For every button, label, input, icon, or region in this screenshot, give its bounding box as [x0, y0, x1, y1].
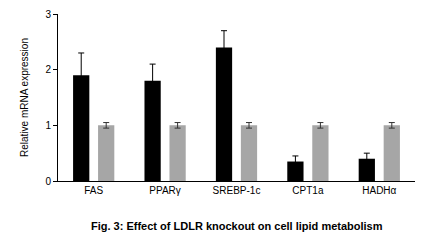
- svg-text:Relative mRNA expression: Relative mRNA expression: [19, 38, 30, 157]
- svg-text:SREBP-1c: SREBP-1c: [213, 185, 261, 196]
- svg-text:2: 2: [45, 64, 51, 75]
- svg-text:PPARγ: PPARγ: [149, 185, 181, 196]
- svg-text:1: 1: [45, 120, 51, 131]
- svg-text:3: 3: [45, 9, 51, 20]
- svg-text:Fig. 3: Effect of LDLR knockou: Fig. 3: Effect of LDLR knockout on cell …: [91, 220, 383, 232]
- svg-text:HADHα: HADHα: [362, 185, 396, 196]
- svg-text:0: 0: [45, 176, 51, 187]
- svg-text:FAS: FAS: [84, 185, 103, 196]
- svg-text:CPT1a: CPT1a: [292, 185, 324, 196]
